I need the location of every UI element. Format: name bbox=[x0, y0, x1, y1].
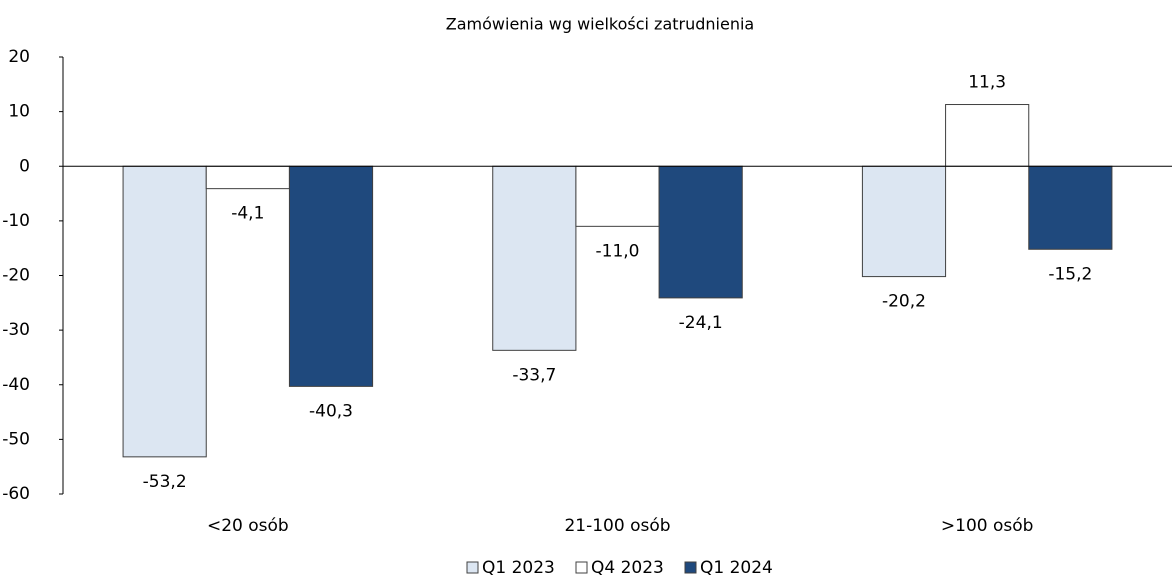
x-tick-label: <20 osób bbox=[207, 516, 289, 536]
legend-swatch bbox=[684, 561, 697, 574]
data-label: -11,0 bbox=[596, 241, 640, 261]
bar bbox=[945, 104, 1030, 167]
x-tick-label: 21-100 osób bbox=[564, 516, 670, 536]
bar bbox=[288, 165, 374, 387]
bar bbox=[658, 165, 743, 299]
legend-label: Q4 2023 bbox=[591, 558, 664, 578]
data-label: -4,1 bbox=[231, 204, 264, 224]
y-tick-label: -60 bbox=[2, 484, 30, 504]
y-tick-label: -10 bbox=[2, 211, 30, 231]
y-tick-label: -30 bbox=[2, 320, 30, 340]
y-tick-label: -50 bbox=[2, 429, 30, 449]
data-label: -40,3 bbox=[309, 401, 353, 421]
data-label: -33,7 bbox=[512, 365, 556, 385]
y-tick-label: 0 bbox=[19, 156, 30, 176]
legend-swatch bbox=[575, 561, 588, 574]
x-tick-label: >100 osób bbox=[941, 516, 1034, 536]
y-tick-label: -20 bbox=[2, 266, 30, 286]
y-tick-label: -40 bbox=[2, 375, 30, 395]
legend-label: Q1 2024 bbox=[700, 558, 773, 578]
legend-swatch bbox=[466, 561, 479, 574]
bar bbox=[575, 165, 660, 227]
legend-label: Q1 2023 bbox=[482, 558, 555, 578]
data-label: -24,1 bbox=[679, 313, 723, 333]
data-label: -15,2 bbox=[1048, 264, 1092, 284]
y-tick-label: 10 bbox=[8, 102, 30, 122]
y-tick-label: 20 bbox=[8, 47, 30, 67]
data-label: -53,2 bbox=[143, 472, 187, 492]
bar bbox=[205, 165, 290, 190]
bar bbox=[122, 165, 207, 458]
chart-title: Zamówienia wg wielkości zatrudnienia bbox=[446, 15, 754, 34]
data-label: -20,2 bbox=[882, 292, 926, 312]
bar bbox=[1028, 165, 1113, 250]
data-label: 11,3 bbox=[968, 73, 1006, 93]
bar bbox=[861, 165, 947, 278]
bar bbox=[492, 165, 577, 351]
